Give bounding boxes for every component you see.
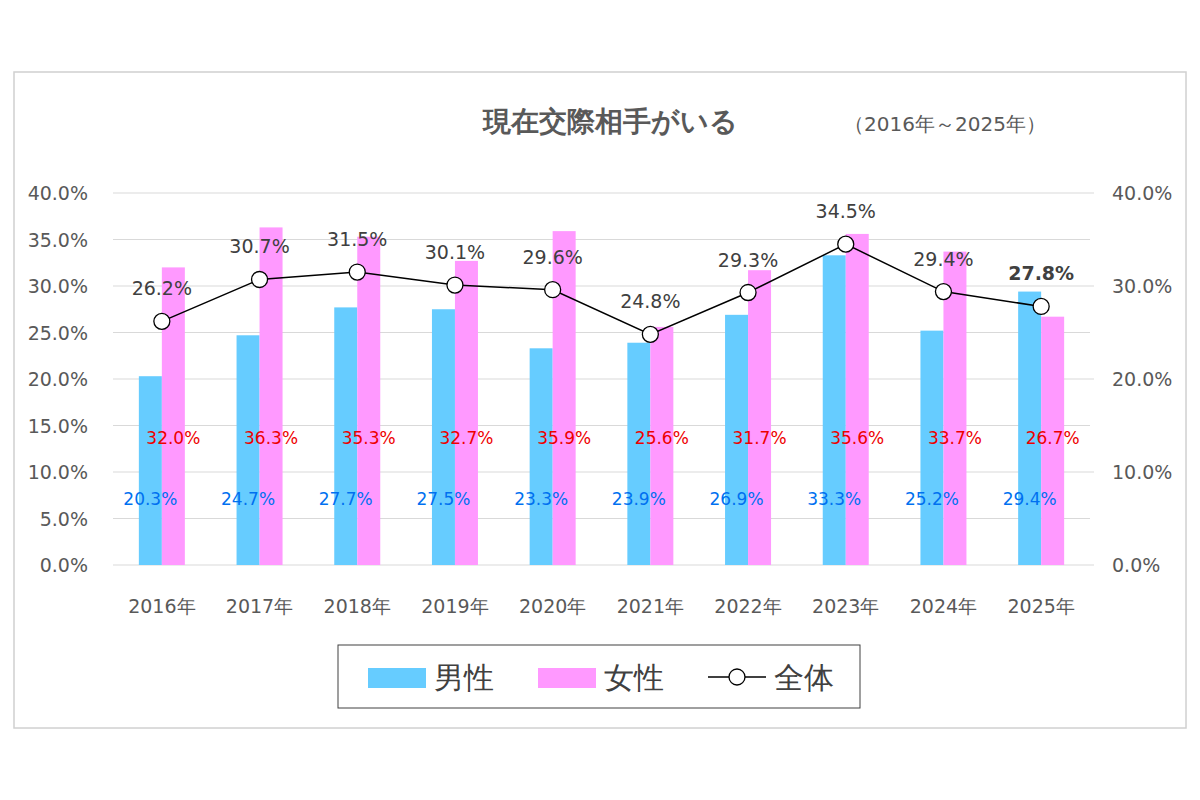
- line-label: 31.5%: [327, 228, 387, 250]
- chart: 現在交際相手がいる （2016年～2025年） 0.0% 5.0% 10.0% 15.0%…: [0, 0, 1200, 800]
- x-tick-label: 2025年: [1007, 595, 1074, 617]
- y2-tick-label: 10.0%: [1112, 461, 1172, 483]
- x-tick-label: 2020年: [519, 595, 586, 617]
- marker: [1033, 298, 1049, 314]
- subtitle: （2016年～2025年）: [844, 112, 1046, 136]
- data-label: 26.9%: [710, 489, 764, 509]
- bar: [823, 255, 846, 565]
- bar: [553, 231, 576, 565]
- bar: [455, 261, 478, 565]
- line-label: 26.2%: [132, 277, 192, 299]
- bar: [627, 343, 650, 565]
- title: 現在交際相手がいる: [482, 105, 738, 138]
- legend-label: 女性: [604, 660, 664, 695]
- data-label: 24.7%: [221, 489, 275, 509]
- data-label: 25.6%: [635, 428, 689, 448]
- y-tick-label: 35.0%: [28, 229, 88, 251]
- data-label: 29.4%: [1003, 489, 1057, 509]
- line-label: 27.8%: [1008, 262, 1074, 284]
- bar: [846, 234, 869, 565]
- y2-tick: [1090, 193, 1094, 194]
- x-tick-label: 2023年: [812, 595, 879, 617]
- y2-tick: [1090, 379, 1094, 380]
- marker: [935, 284, 951, 300]
- data-label: 35.3%: [342, 428, 396, 448]
- data-label: 35.6%: [830, 428, 884, 448]
- bar: [162, 267, 185, 565]
- data-label: 27.7%: [319, 489, 373, 509]
- marker: [740, 285, 756, 301]
- bar: [530, 348, 553, 565]
- marker: [154, 313, 170, 329]
- labels: 20.3% 24.7% 27.7% 27.5% 23.3% 23.9% 26.9% 33.3%…: [123, 200, 1079, 508]
- x-tick-label: 2018年: [324, 595, 391, 617]
- data-label: 35.9%: [537, 428, 591, 448]
- y2-tick: [1090, 286, 1094, 287]
- marks: [139, 227, 1064, 565]
- x-tick-label: 2021年: [617, 595, 684, 617]
- marker: [349, 264, 365, 280]
- line-label: 29.6%: [522, 246, 582, 268]
- data-label: 36.3%: [244, 428, 298, 448]
- line-label: 29.3%: [718, 249, 778, 271]
- legend: 男性 女性 全体: [338, 645, 860, 708]
- x-tick-label: 2016年: [128, 595, 195, 617]
- line-label: 30.7%: [229, 235, 289, 257]
- chart-frame: [14, 72, 1186, 728]
- bar: [748, 270, 771, 565]
- legend-swatch: [368, 668, 426, 688]
- data-label: 33.7%: [928, 428, 982, 448]
- legend-swatch: [538, 668, 596, 688]
- y-tick-label: 30.0%: [28, 275, 88, 297]
- data-label: 23.9%: [612, 489, 666, 509]
- line-label: 34.5%: [816, 200, 876, 222]
- y2-tick-label: 40.0%: [1112, 182, 1172, 204]
- x-tick-label: 2024年: [910, 595, 977, 617]
- x-tick-label: 2019年: [421, 595, 488, 617]
- bar: [139, 376, 162, 565]
- marker: [252, 271, 268, 287]
- grid-line: [113, 193, 1090, 194]
- legend-label: 全体: [774, 660, 834, 695]
- data-label: 32.7%: [439, 428, 493, 448]
- x-tick-label: 2022年: [714, 595, 781, 617]
- y-tick-label: 20.0%: [28, 368, 88, 390]
- y-tick-label: 15.0%: [28, 415, 88, 437]
- y2-tick: [1090, 472, 1094, 473]
- marker: [642, 326, 658, 342]
- y-tick-label: 0.0%: [40, 554, 88, 576]
- line-label: 24.8%: [620, 290, 680, 312]
- y2-tick: [1090, 565, 1094, 566]
- data-label: 32.0%: [146, 428, 200, 448]
- marker: [447, 277, 463, 293]
- bar: [357, 237, 380, 565]
- line-label: 29.4%: [913, 248, 973, 270]
- y2-tick-label: 30.0%: [1112, 275, 1172, 297]
- y2-tick-label: 20.0%: [1112, 368, 1172, 390]
- data-label: 26.7%: [1026, 428, 1080, 448]
- x-tick-label: 2017年: [226, 595, 293, 617]
- y-tick-label: 10.0%: [28, 461, 88, 483]
- marker: [545, 282, 561, 298]
- legend-frame: [338, 645, 860, 708]
- data-label: 25.2%: [905, 489, 959, 509]
- y2-tick-label: 0.0%: [1112, 554, 1160, 576]
- data-label: 20.3%: [123, 489, 177, 509]
- data-label: 31.7%: [733, 428, 787, 448]
- data-label: 27.5%: [416, 489, 470, 509]
- legend-swatch: [729, 669, 745, 685]
- data-label: 33.3%: [807, 489, 861, 509]
- data-label: 23.3%: [514, 489, 568, 509]
- y-tick-label: 40.0%: [28, 182, 88, 204]
- line: [162, 244, 1041, 334]
- legend-label: 男性: [434, 660, 494, 695]
- line-label: 30.1%: [425, 241, 485, 263]
- y-tick-label: 5.0%: [40, 508, 88, 530]
- y-tick-label: 25.0%: [28, 322, 88, 344]
- marker: [838, 236, 854, 252]
- bar: [237, 335, 260, 565]
